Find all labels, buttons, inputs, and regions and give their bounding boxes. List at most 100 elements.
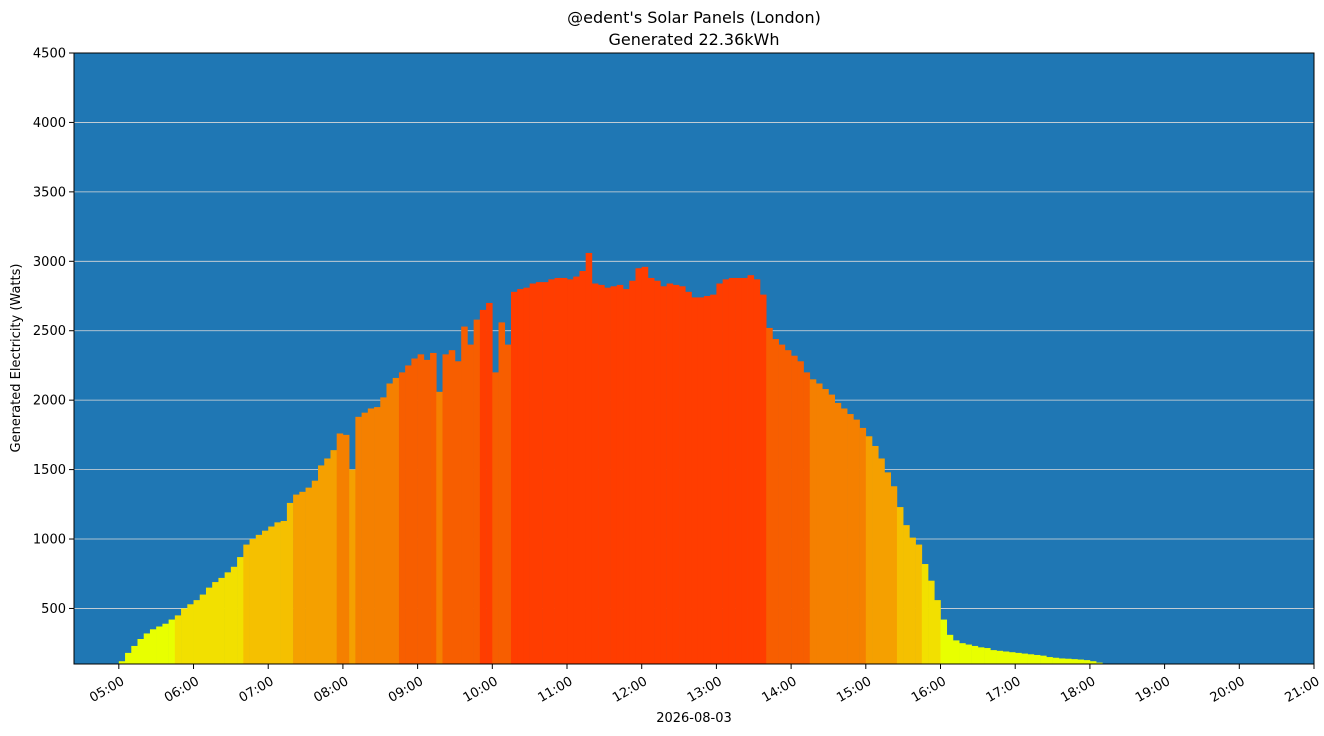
y-tick-label: 4500 <box>33 47 66 62</box>
bar <box>181 608 188 664</box>
bar <box>778 344 786 664</box>
bar <box>834 402 842 664</box>
bar <box>218 577 225 664</box>
bar <box>125 652 132 664</box>
bar <box>131 645 138 664</box>
bar <box>137 639 145 664</box>
bar <box>1040 655 1047 664</box>
chart-title: @edent's Solar Panels (London) <box>567 8 821 27</box>
bar <box>224 572 232 664</box>
bar <box>623 289 630 664</box>
bar <box>336 433 344 664</box>
bar <box>822 389 829 664</box>
bar <box>392 377 400 664</box>
bar <box>380 397 387 664</box>
bar <box>952 640 960 664</box>
bar <box>604 287 611 664</box>
y-tick-label: 500 <box>41 602 66 617</box>
bar <box>722 279 730 664</box>
bar <box>398 372 406 664</box>
bar <box>579 271 586 664</box>
bar <box>803 372 811 664</box>
bar <box>959 643 966 664</box>
x-tick-label: 18:00 <box>1058 674 1098 706</box>
bar <box>554 277 562 664</box>
bar <box>274 522 281 664</box>
bar <box>685 291 692 664</box>
y-tick-label: 2000 <box>33 394 66 409</box>
bar <box>797 361 804 664</box>
bar <box>492 372 499 664</box>
y-tick-label: 2500 <box>33 324 66 339</box>
bar <box>921 564 929 664</box>
x-tick-label: 17:00 <box>984 674 1024 706</box>
bar <box>766 327 773 664</box>
bar <box>716 283 723 664</box>
bar <box>735 277 742 664</box>
bar <box>647 277 655 664</box>
bar <box>635 268 643 664</box>
bar <box>542 282 549 664</box>
x-tick-label: 07:00 <box>237 674 277 706</box>
bar <box>523 287 530 664</box>
bar <box>878 458 885 664</box>
bar <box>971 645 979 664</box>
y-tick-label: 1500 <box>33 463 66 478</box>
bar <box>243 544 250 664</box>
bar <box>454 361 462 664</box>
bar <box>286 502 294 664</box>
bar <box>741 277 748 664</box>
bar <box>430 352 437 664</box>
bar <box>629 280 636 664</box>
bar <box>759 294 767 664</box>
bar <box>330 450 337 664</box>
bar <box>816 383 823 664</box>
bar <box>237 557 244 664</box>
bar <box>205 587 213 664</box>
bar <box>168 619 176 664</box>
x-tick-label: 14:00 <box>760 674 800 706</box>
bar <box>585 252 593 665</box>
chart-subtitle: Generated 22.36kWh <box>609 30 780 49</box>
bar <box>828 394 835 664</box>
bar <box>560 277 568 664</box>
bar <box>672 284 680 664</box>
y-axis: 500 1000 1500 2000 2500 3000 3500 4000 4500 <box>33 47 74 617</box>
bar <box>517 289 524 664</box>
bar <box>193 600 201 664</box>
bar <box>996 650 1004 664</box>
bar <box>666 283 674 664</box>
bar <box>479 309 487 664</box>
x-tick-label: 08:00 <box>311 674 351 706</box>
bar <box>318 465 325 664</box>
bar <box>143 633 151 664</box>
x-tick-label: 10:00 <box>461 674 501 706</box>
bar <box>903 525 910 664</box>
bar <box>174 615 182 664</box>
bar <box>679 286 686 664</box>
bar <box>311 480 319 664</box>
bar <box>498 322 506 664</box>
bar <box>1083 660 1091 664</box>
y-tick-label: 1000 <box>33 533 66 548</box>
bar <box>249 539 257 664</box>
bar <box>1046 657 1053 664</box>
y-tick-label: 3500 <box>33 185 66 200</box>
bar <box>591 283 599 664</box>
bar <box>573 276 580 664</box>
bar <box>928 580 935 664</box>
x-axis-label: 2026-08-03 <box>656 711 732 726</box>
bar <box>448 350 456 664</box>
bar <box>865 436 873 664</box>
bar <box>199 594 207 664</box>
bar <box>1021 653 1028 664</box>
bar <box>548 279 555 664</box>
bar <box>535 282 543 664</box>
bar <box>118 661 126 664</box>
bar <box>697 297 705 664</box>
bar <box>1089 661 1097 664</box>
bar <box>567 279 574 664</box>
bar <box>915 544 923 664</box>
x-axis: 05:00 06:00 07:00 08:00 09:00 10:00 11:00 12:00… <box>87 664 1322 706</box>
